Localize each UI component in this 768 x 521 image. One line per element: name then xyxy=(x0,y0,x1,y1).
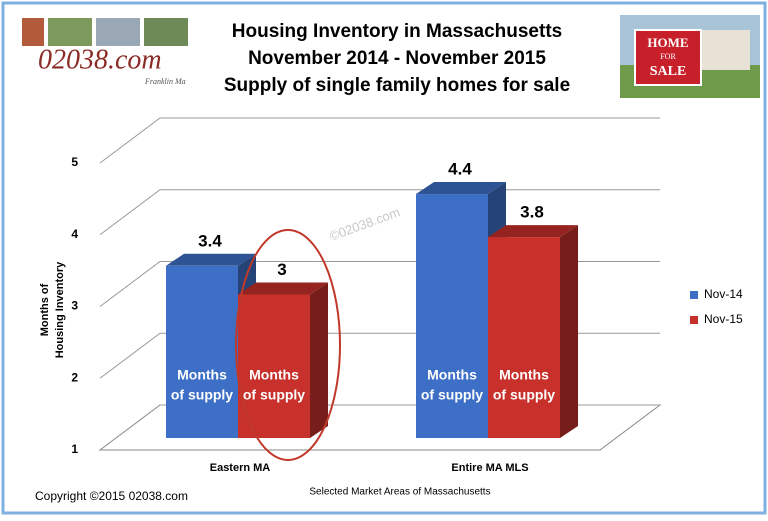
grid-line xyxy=(99,117,660,164)
sign-image: HOME FOR SALE xyxy=(620,15,760,98)
bar-side xyxy=(560,225,578,438)
chart-subtitle: Supply of single family homes for sale xyxy=(224,75,570,96)
y-tick-label: 5 xyxy=(71,155,78,169)
bar-side xyxy=(310,282,328,438)
chart-subtitle: November 2014 - November 2015 xyxy=(248,48,546,69)
bar xyxy=(488,237,560,438)
legend-swatch xyxy=(690,316,698,324)
x-axis-label: Selected Market Areas of Massachusetts xyxy=(309,487,490,498)
y-tick-label: 1 xyxy=(71,442,78,456)
data-label: 4.4 xyxy=(448,160,472,179)
x-tick-label: Eastern MA xyxy=(210,462,271,474)
legend-label: Nov-14 xyxy=(704,287,743,301)
logo: 02038.com xyxy=(38,44,162,75)
legend-swatch xyxy=(690,291,698,299)
y-tick-label: 4 xyxy=(71,227,78,241)
sign-text: SALE xyxy=(650,64,687,79)
bar xyxy=(238,294,310,438)
bar-top xyxy=(238,282,328,295)
bar-annotation: of supply xyxy=(421,387,483,403)
bar-top xyxy=(416,182,506,195)
bar-annotation: of supply xyxy=(243,387,305,403)
chart-title: Housing Inventory in Massachusetts xyxy=(232,21,562,42)
bar-annotation: Months xyxy=(427,367,477,383)
logo-caption: Franklin Ma xyxy=(144,77,186,86)
sign-text: FOR xyxy=(660,52,676,61)
bar-annotation: of supply xyxy=(493,387,555,403)
bar-annotation: Months xyxy=(249,367,299,383)
data-label: 3.4 xyxy=(198,231,222,250)
y-axis-label: Months of xyxy=(39,283,51,336)
bar-annotation: Months xyxy=(499,367,549,383)
bar-annotation: Months xyxy=(177,367,227,383)
highlight-circle xyxy=(235,229,341,461)
copyright: Copyright ©2015 02038.com xyxy=(35,489,188,503)
bar xyxy=(416,194,488,438)
bar xyxy=(166,265,238,438)
y-tick-label: 2 xyxy=(71,370,78,384)
data-label: 3.8 xyxy=(520,203,544,222)
data-label: 3 xyxy=(277,260,286,279)
x-tick-label: Entire MA MLS xyxy=(451,462,528,474)
y-tick-label: 3 xyxy=(71,299,78,313)
y-axis-label: Housing Inventory xyxy=(54,261,66,358)
legend-label: Nov-15 xyxy=(704,312,743,326)
thumbnails xyxy=(22,18,188,46)
bar-top xyxy=(166,253,256,266)
bar-top xyxy=(488,225,578,238)
bar-annotation: of supply xyxy=(171,387,233,403)
sign-text: HOME xyxy=(647,35,688,50)
